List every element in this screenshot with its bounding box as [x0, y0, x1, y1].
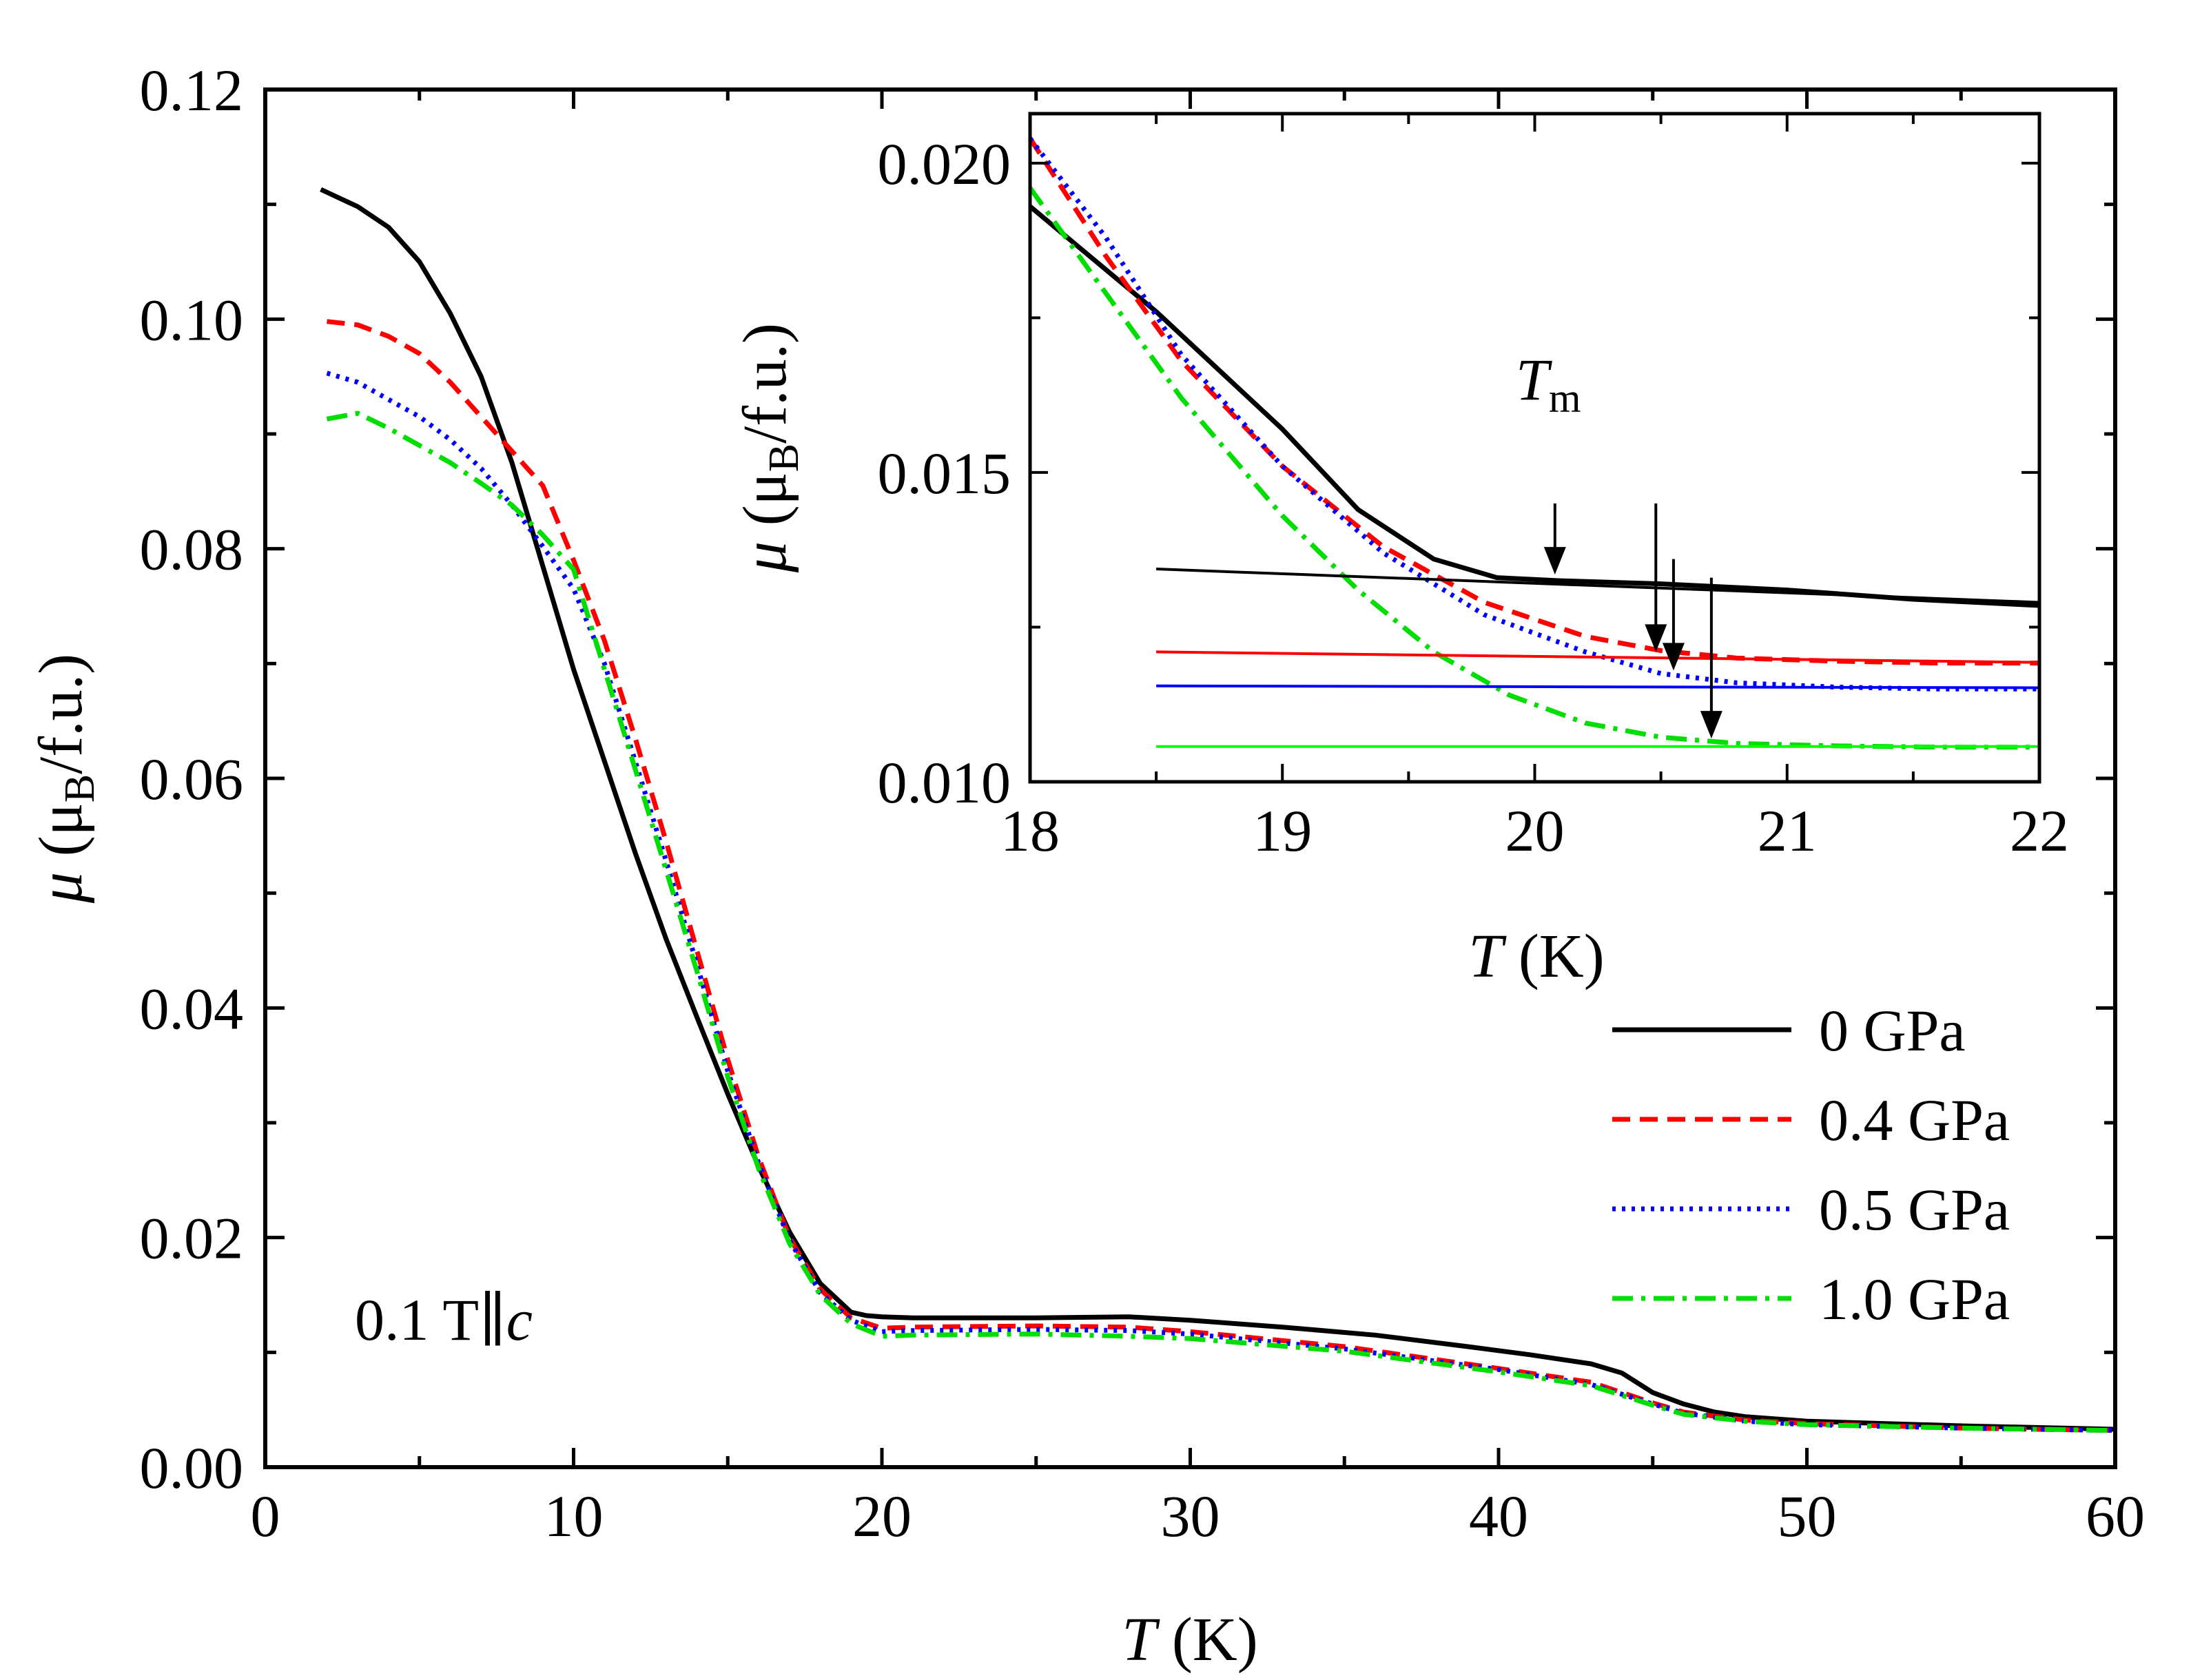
tm-arrowhead-1	[1645, 624, 1667, 652]
inset-x-tick-label: 20	[1505, 798, 1565, 864]
main-y-tick-label: 0.08	[140, 517, 244, 583]
inset-ticks	[1029, 114, 2041, 783]
inset-y-axis-label: μ (μB/f.u.)	[731, 323, 808, 573]
inset-x-tick-label: 22	[2010, 798, 2069, 864]
main-x-axis-label: T (K)	[1122, 1606, 1258, 1674]
main-x-tick-label: 40	[1469, 1483, 1528, 1549]
main-x-tick-label: 60	[2086, 1483, 2145, 1549]
main-y-tick-label: 0.12	[140, 57, 244, 123]
field-annotation: 0.1 T∥c	[355, 1287, 533, 1353]
tm-arrowhead-3	[1700, 711, 1722, 739]
legend-label-3: 1.0 GPa	[1819, 1266, 2010, 1332]
inset-y-tick-labels: 0.010 0.015 0.020	[878, 131, 1011, 816]
main-series-line-0	[320, 187, 2116, 1432]
legend-label-2: 0.5 GPa	[1819, 1176, 2010, 1243]
main-ticks	[263, 87, 2117, 1469]
main-series-line-3	[326, 411, 2116, 1433]
main-chart: 0 10 20 30 40 50 60 0.000.020.040.060.080.100.…	[27, 57, 2145, 1674]
inset-baselines	[1156, 568, 2040, 748]
inset-series-line-2	[1028, 136, 2039, 692]
main-x-tick-labels: 0 10 20 30 40 50 60	[251, 1483, 2146, 1549]
inset-background	[1030, 114, 2039, 782]
main-x-tick-label: 0	[251, 1483, 280, 1549]
inset-y-tick-label: 0.020	[878, 131, 1011, 197]
legend: 0 GPa 0.4 GPa 0.5 GPa 1.0 GPa	[1612, 997, 2010, 1332]
tm-arrowhead-2	[1662, 643, 1685, 671]
main-y-axis-label: μ (μB/f.u.)	[27, 654, 103, 904]
legend-label-0: 0 GPa	[1819, 997, 1966, 1064]
main-y-tick-labels: 0.00 0.02 0.04 0.06 0.08 0.10 0.12	[140, 57, 244, 1501]
main-x-tick-label: 30	[1161, 1483, 1220, 1549]
inset-x-tick-label: 18	[1000, 798, 1060, 864]
inset-baseline-0	[1156, 568, 2040, 604]
main-x-tick-label: 50	[1778, 1483, 1837, 1549]
inset-x-tick-label: 19	[1253, 798, 1312, 864]
main-x-tick-label: 10	[544, 1483, 604, 1549]
main-y-tick-label: 0.00	[140, 1435, 244, 1501]
inset-x-axis-label: T (K)	[1468, 922, 1605, 991]
tm-arrowhead-0	[1543, 547, 1566, 575]
main-y-tick-label: 0.06	[140, 746, 244, 812]
inset-x-tick-labels: 18 19 20 21 22	[1000, 798, 2069, 864]
main-series-group	[320, 187, 2116, 1433]
inset-arrows	[1543, 503, 1722, 739]
main-y-tick-label: 0.10	[140, 287, 244, 353]
main-x-tick-label: 20	[852, 1483, 912, 1549]
main-y-tick-label: 0.02	[140, 1205, 244, 1272]
main-y-tick-label: 0.04	[140, 975, 244, 1041]
inset-baseline-1	[1156, 650, 2040, 664]
inset-y-tick-label: 0.010	[878, 749, 1011, 816]
tm-label: Tm	[1516, 346, 1581, 421]
inset-x-tick-label: 21	[1758, 798, 1817, 864]
legend-label-1: 0.4 GPa	[1819, 1087, 2010, 1153]
inset-chart: 18 19 20 21 22 0.010 0.015 0.020 Tm T (K) μ (μ…	[731, 112, 2069, 991]
inset-baseline-2	[1156, 684, 2040, 689]
inset-y-tick-label: 0.015	[878, 440, 1011, 506]
